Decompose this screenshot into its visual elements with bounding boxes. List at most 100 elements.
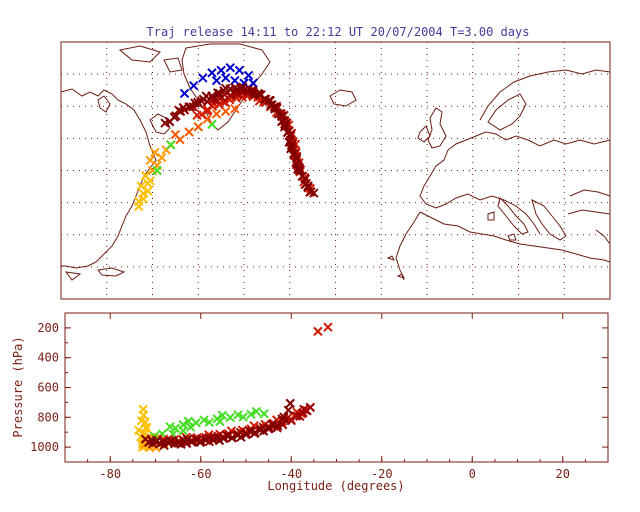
trajectory-point (259, 409, 269, 419)
trajectory-point (143, 178, 153, 189)
trajectory-point (140, 170, 151, 181)
x-axis-label: Longitude (degrees) (267, 479, 404, 493)
coastline (181, 43, 271, 131)
trajectory-point (238, 412, 248, 422)
trajectory-point (134, 196, 144, 207)
trajectory-point (156, 152, 167, 163)
trajectory-point (279, 119, 290, 129)
pressure-panel: -80 -60 -40 -20 0 20 200 400 600 800 1000 Longitu… (11, 312, 609, 493)
coastline (447, 131, 611, 151)
trajectory-point (152, 165, 162, 176)
trajectory-point (230, 104, 240, 114)
coastline (149, 113, 171, 135)
trajectory-point (225, 412, 235, 423)
coastlines (60, 43, 611, 281)
trajectory-point (207, 68, 217, 78)
y-tick-label: 200 (37, 321, 59, 335)
trajectory-point (216, 65, 226, 75)
trajectory-point (236, 432, 246, 442)
coastline (497, 197, 529, 235)
trajectory-point (185, 422, 196, 432)
trajectory-point (279, 122, 290, 132)
coastline (97, 95, 111, 113)
trajectory-point (182, 434, 193, 445)
trajectory-point (243, 70, 254, 81)
coastline (427, 107, 447, 149)
coastline (386, 255, 395, 261)
trajectory-point (272, 421, 283, 431)
x-tick-label: 20 (556, 467, 570, 481)
trajectory-point (211, 75, 222, 86)
map-grid (61, 42, 610, 299)
trajectory-point (190, 98, 200, 108)
y-tick-label: 1000 (30, 440, 59, 454)
trajectory-point (136, 416, 147, 426)
trajectory-point (176, 439, 186, 449)
trajectory-point (270, 104, 280, 114)
trajectory-point (207, 91, 217, 101)
map-panel (60, 41, 611, 300)
trajectory-point (313, 326, 323, 337)
trajectory-point (188, 80, 199, 91)
trajectory-point (186, 437, 197, 447)
trajectory-point (193, 122, 203, 132)
trajectory-point (150, 147, 160, 158)
trajectory-point (292, 411, 302, 421)
coastline (419, 211, 611, 263)
trajectory-point (294, 163, 305, 173)
trajectory-point (214, 435, 225, 446)
trajectory-point (215, 416, 225, 427)
coastline (118, 45, 161, 63)
x-tick-label: -60 (190, 467, 212, 481)
coastline (595, 229, 611, 245)
trajectory-point (138, 404, 148, 415)
trajectory-point (286, 144, 296, 154)
x-tick-label: -20 (371, 467, 393, 481)
coastline (487, 93, 527, 131)
trajectory-point (184, 102, 194, 112)
x-tick-label: 0 (469, 467, 476, 481)
trajectory-point (238, 82, 248, 92)
coastline (97, 267, 126, 277)
coastline (479, 69, 611, 121)
coastline (531, 199, 567, 241)
y-tick-label: 600 (37, 381, 59, 395)
trajectory-point (136, 181, 146, 191)
coastline (507, 233, 517, 241)
trajectory-point (204, 432, 214, 443)
trajectory-point (250, 428, 260, 438)
trajectory-point (233, 410, 243, 420)
coastline (329, 89, 357, 107)
coastline (487, 211, 495, 221)
trajectory-point (258, 426, 269, 436)
trajectory-point (166, 140, 176, 150)
y-tick-label: 400 (37, 351, 59, 365)
coastline (163, 57, 183, 73)
trajectory-point (204, 417, 215, 427)
trajectory-point (143, 186, 153, 196)
trajectory-point (183, 416, 194, 426)
trajectory-point (198, 73, 208, 83)
map-trajectory-points (134, 62, 319, 212)
pressure-trajectory-points (133, 322, 333, 453)
trajectory-point (141, 422, 152, 432)
trajectory-point (246, 409, 256, 420)
trajectory-point (294, 165, 305, 176)
trajectory-point (227, 432, 238, 443)
trajectory-point (251, 406, 262, 417)
trajectory-point (178, 426, 188, 436)
trajectory-point (145, 155, 155, 165)
trajectory-point (165, 422, 175, 432)
trajectory-point (225, 62, 235, 73)
trajectory-point (283, 405, 294, 415)
trajectory-point (170, 129, 181, 140)
x-tick-label: -40 (280, 467, 302, 481)
trajectory-point (309, 188, 319, 198)
trajectory-point (323, 322, 333, 332)
y-axis-ticks: 200 400 600 800 1000 (30, 312, 608, 463)
trajectory-point (184, 127, 194, 137)
map-frame (60, 41, 611, 300)
coastline (567, 209, 611, 215)
y-axis-label: Pressure (hPa) (11, 336, 25, 437)
